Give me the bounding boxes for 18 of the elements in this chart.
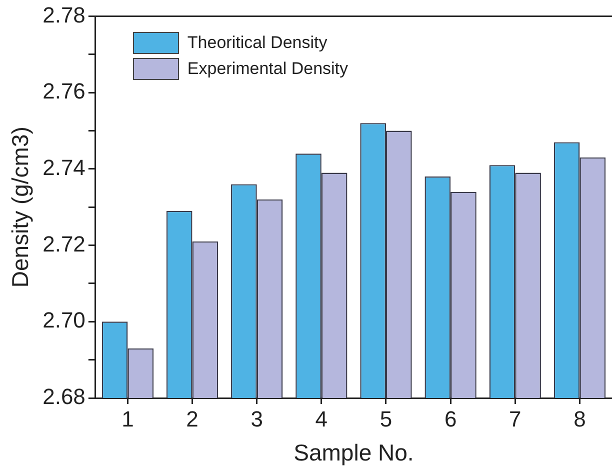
x-tick-label: 4 <box>315 406 328 432</box>
x-tick-label: 2 <box>186 406 198 432</box>
y-tick-label: 2.74 <box>42 154 86 180</box>
x-tick-label: 1 <box>122 406 134 432</box>
y-tick-label: 2.68 <box>42 384 86 410</box>
x-tick-label: 5 <box>380 406 392 432</box>
x-tick-label: 7 <box>509 406 522 432</box>
x-tick-label: 8 <box>574 406 586 432</box>
legend-label: Experimental Density <box>187 59 348 80</box>
y-tick-label: 2.76 <box>42 78 86 104</box>
x-tick-label: 6 <box>444 406 457 432</box>
y-tick-label: 2.70 <box>42 308 86 333</box>
y-tick-label: 2.78 <box>42 2 86 28</box>
y-tick-label: 2.72 <box>42 231 86 256</box>
y-axis-title: Density (g/cm3) <box>7 126 34 288</box>
x-tick-label: 3 <box>250 406 263 432</box>
x-axis-title: Sample No. <box>294 440 414 466</box>
legend-label: Theoritical Density <box>187 33 328 54</box>
